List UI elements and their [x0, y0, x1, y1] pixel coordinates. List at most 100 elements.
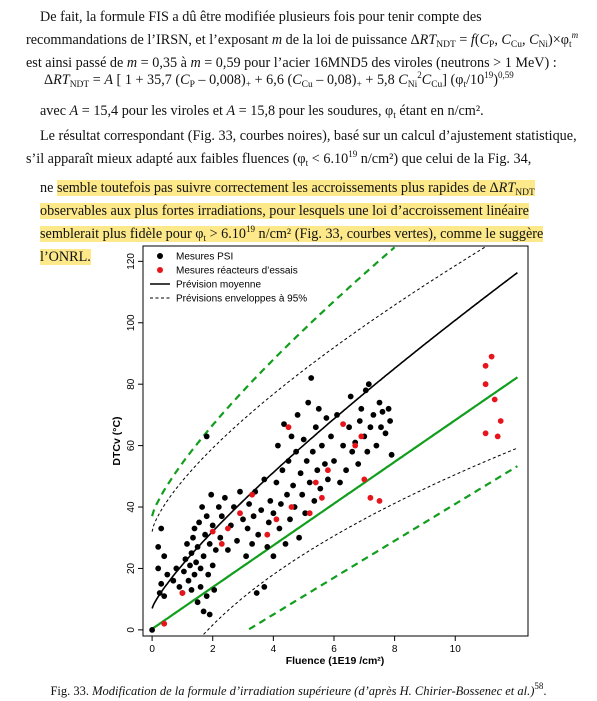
psi-point [200, 608, 207, 615]
curve-envelope-lower [203, 447, 518, 635]
psi-point [343, 467, 349, 474]
paragraph-result: Le résultat correspondant (Fig. 33, cour… [26, 128, 577, 169]
reactor-point [264, 531, 271, 538]
psi-point [202, 531, 209, 538]
psi-point [173, 565, 180, 572]
reactor-point [306, 510, 313, 517]
psi-point [249, 541, 256, 547]
psi-point [302, 510, 309, 517]
psi-point [209, 562, 216, 569]
psi-point [331, 458, 337, 464]
chart-legend: Mesures PSI Mesures réacteurs d’essais Pré… [150, 252, 307, 305]
curve-mean-power [151, 272, 518, 609]
psi-point [149, 627, 156, 633]
psi-point [290, 482, 296, 489]
caption-label: Fig. 33. [50, 684, 90, 698]
x-tick-label: 0 [149, 644, 155, 655]
psi-point [158, 525, 165, 532]
psi-point [161, 553, 168, 560]
psi-point [261, 476, 268, 483]
psi-point [267, 498, 274, 504]
psi-point [340, 442, 346, 449]
plot-frame [142, 245, 529, 637]
psi-point [346, 424, 352, 431]
psi-point [323, 415, 330, 421]
psi-point [161, 593, 168, 599]
psi-point [364, 448, 371, 455]
psi-point [379, 408, 386, 415]
psi-point [347, 393, 354, 400]
legend-entry: Prévisions enveloppes à 95% [176, 294, 307, 305]
caption-reference: 58 [534, 681, 544, 691]
psi-point [309, 448, 316, 455]
psi-point [191, 571, 198, 578]
reactor-point [285, 424, 292, 431]
psi-point [203, 433, 210, 440]
y-tick-label: 20 [126, 562, 137, 574]
y-tick-label: 40 [126, 501, 137, 513]
psi-point [197, 565, 204, 572]
data-points [149, 353, 504, 633]
psi-point [225, 547, 231, 553]
psi-point [206, 611, 213, 618]
psi-point [231, 504, 237, 510]
psi-point [378, 424, 384, 431]
psi-point [215, 504, 222, 510]
x-tick-label: 2 [210, 644, 216, 655]
psi-point [218, 513, 225, 520]
psi-point [185, 577, 192, 584]
psi-point [382, 430, 389, 437]
psi-point [281, 421, 287, 427]
y-tick-label: 60 [126, 440, 137, 452]
psi-point [205, 571, 212, 578]
reactor-point [225, 525, 231, 532]
psi-point [319, 442, 325, 449]
psi-point [315, 405, 322, 412]
reactor-point [325, 467, 331, 474]
psi-point [155, 544, 162, 550]
paragraph-coefficient-a: avec A = 15,4 pour les viroles et A = 15… [40, 103, 484, 121]
reactor-point [482, 430, 489, 437]
reactor-point [249, 491, 256, 498]
psi-point [270, 510, 277, 517]
psi-point [243, 553, 250, 560]
reactor-point [361, 476, 368, 483]
psi-point [300, 436, 307, 443]
psi-point [285, 458, 292, 464]
psi-point [306, 479, 313, 486]
psi-point [197, 584, 204, 590]
psi-point [222, 494, 228, 501]
psi-point [199, 504, 206, 510]
psi-point [194, 599, 201, 606]
reactor-point [179, 590, 186, 596]
paragraph-fis-formula: De fait, la formule FIS a dû être modifi… [26, 9, 579, 71]
psi-point [303, 458, 310, 464]
psi-point [349, 448, 356, 455]
y-tick-label: 120 [126, 253, 137, 270]
psi-point [312, 424, 319, 431]
psi-point [299, 491, 306, 498]
psi-point [265, 519, 272, 526]
psi-point [191, 525, 198, 532]
psi-point [187, 562, 193, 569]
psi-point [188, 550, 195, 556]
reactor-point [352, 442, 359, 449]
x-tick-label: 4 [271, 644, 277, 655]
psi-point [203, 593, 210, 599]
curve-mean-linear [151, 376, 519, 630]
psi-point [376, 399, 383, 406]
psi-point [237, 488, 243, 495]
psi-point [188, 587, 195, 593]
psi-point [276, 525, 283, 532]
psi-point [317, 485, 324, 492]
psi-point [211, 587, 218, 593]
x-tick-label: 8 [392, 644, 398, 655]
reactor-point [488, 353, 495, 360]
psi-point [388, 451, 395, 458]
equation-delta-rtndt: ΔRTNDT = A [ 1 + 35,7 (CP – 0,008)+ + 6,… [44, 70, 514, 90]
psi-point [217, 534, 224, 541]
psi-point [184, 541, 190, 547]
psi-point [325, 476, 331, 483]
psi-point [288, 433, 295, 440]
